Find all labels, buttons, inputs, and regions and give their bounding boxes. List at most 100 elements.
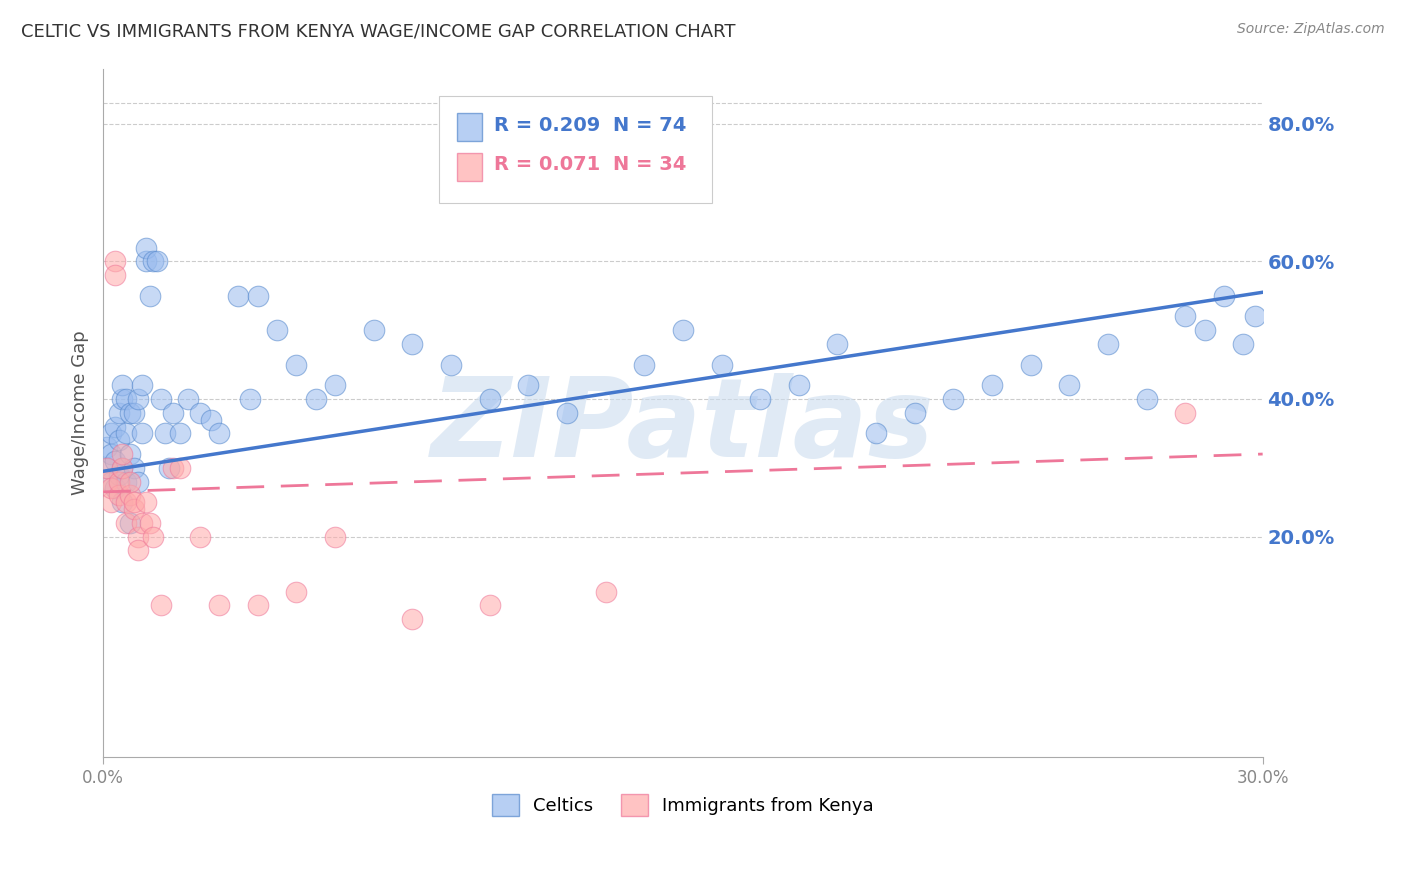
Point (122, 502, 145, 516)
Point (115, 426, 138, 441)
FancyBboxPatch shape (457, 153, 482, 181)
Point (150, 392, 173, 406)
Point (672, 323, 695, 337)
Point (246, 289, 269, 303)
Point (188, 406, 211, 420)
Y-axis label: Wage/Income Gap: Wage/Income Gap (72, 330, 89, 495)
Point (266, 323, 288, 337)
Point (100, 426, 122, 441)
Point (96, 460, 118, 475)
Text: CELTIC VS IMMIGRANTS FROM KENYA WAGE/INCOME GAP CORRELATION CHART: CELTIC VS IMMIGRANTS FROM KENYA WAGE/INC… (21, 22, 735, 40)
Point (104, 268, 127, 282)
Point (120, 475, 142, 489)
Point (942, 392, 965, 406)
Point (115, 495, 138, 509)
Text: ZIPatlas: ZIPatlas (432, 373, 935, 480)
Point (363, 323, 385, 337)
Point (981, 378, 1004, 392)
Point (120, 516, 142, 530)
Point (401, 612, 423, 626)
Point (188, 530, 211, 544)
Point (115, 392, 138, 406)
Point (131, 426, 153, 441)
Point (122, 495, 145, 509)
Point (104, 419, 127, 434)
Point (107, 475, 129, 489)
Point (138, 289, 160, 303)
Point (96, 460, 118, 475)
Point (633, 358, 655, 372)
Point (595, 584, 617, 599)
Point (169, 426, 191, 441)
Point (228, 289, 250, 303)
Point (208, 426, 231, 441)
Point (208, 599, 231, 613)
Point (111, 378, 134, 392)
Point (107, 488, 129, 502)
Point (142, 530, 165, 544)
Point (127, 475, 149, 489)
FancyBboxPatch shape (457, 113, 482, 141)
Point (135, 495, 157, 509)
Point (305, 392, 328, 406)
Point (100, 447, 122, 461)
Point (127, 543, 149, 558)
Point (150, 599, 173, 613)
Point (111, 392, 134, 406)
Point (138, 516, 160, 530)
Point (111, 447, 134, 461)
Point (142, 254, 165, 268)
Point (104, 454, 127, 468)
Point (100, 482, 122, 496)
Point (107, 434, 129, 448)
Point (107, 406, 129, 420)
Point (96, 440, 118, 454)
Point (595, 171, 617, 186)
Point (157, 460, 180, 475)
Point (710, 358, 733, 372)
Point (153, 426, 176, 441)
Point (111, 495, 134, 509)
Point (96, 475, 118, 489)
Point (100, 475, 122, 489)
Point (111, 460, 134, 475)
Point (120, 447, 142, 461)
Point (115, 475, 138, 489)
Point (127, 392, 149, 406)
Point (323, 530, 346, 544)
Text: N = 74: N = 74 (613, 116, 686, 136)
Point (146, 254, 169, 268)
Point (1097, 337, 1119, 351)
Point (440, 358, 463, 372)
Point (239, 392, 262, 406)
Point (285, 584, 308, 599)
Point (1244, 310, 1267, 324)
Point (177, 392, 200, 406)
Point (401, 337, 423, 351)
Point (904, 406, 927, 420)
Point (131, 378, 153, 392)
Legend: Celtics, Immigrants from Kenya: Celtics, Immigrants from Kenya (485, 787, 882, 823)
Point (135, 254, 157, 268)
Point (122, 460, 145, 475)
Point (478, 392, 501, 406)
Point (1232, 337, 1254, 351)
Point (1213, 289, 1236, 303)
Point (517, 378, 540, 392)
Point (323, 378, 346, 392)
Point (135, 240, 157, 254)
Point (122, 406, 145, 420)
Point (120, 406, 142, 420)
Point (115, 516, 138, 530)
Point (100, 495, 122, 509)
Point (111, 460, 134, 475)
FancyBboxPatch shape (440, 96, 711, 202)
Text: Source: ZipAtlas.com: Source: ZipAtlas.com (1237, 22, 1385, 37)
Point (787, 378, 810, 392)
Point (131, 516, 153, 530)
Point (555, 406, 578, 420)
Point (478, 599, 501, 613)
Text: N = 34: N = 34 (613, 155, 686, 175)
Point (1194, 323, 1216, 337)
Text: R = 0.071: R = 0.071 (494, 155, 600, 175)
